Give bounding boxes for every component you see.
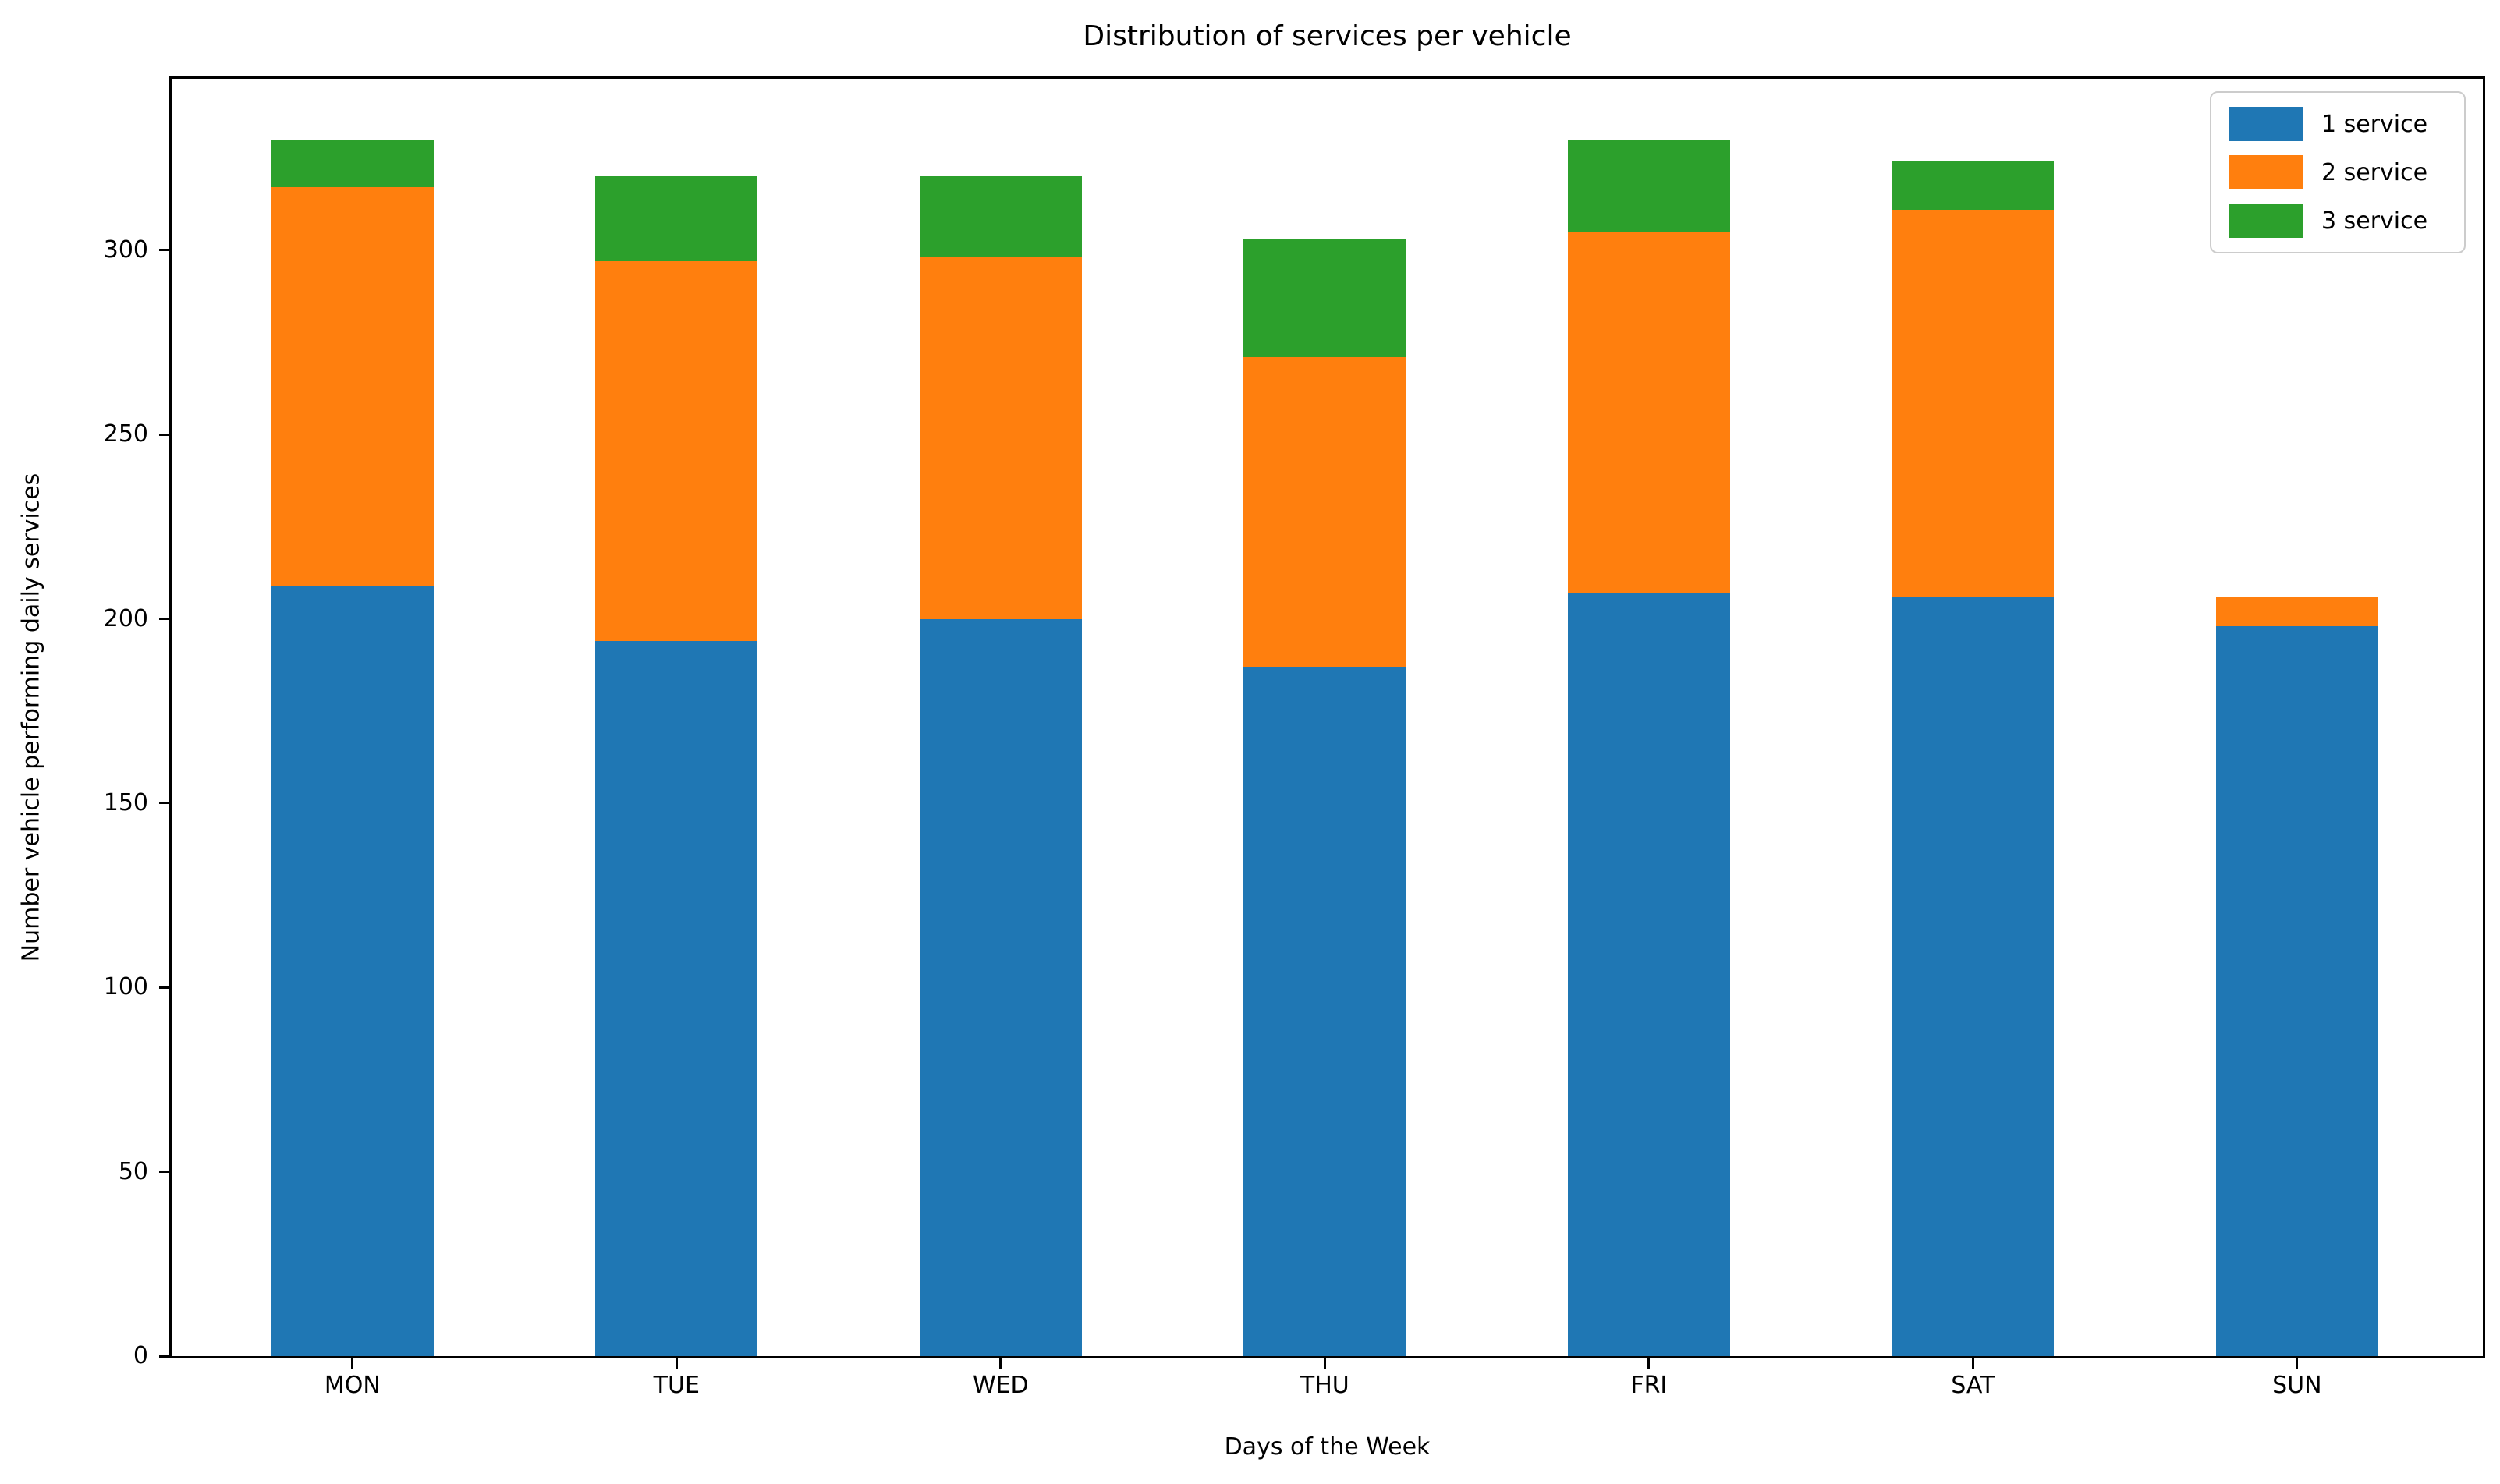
y-tick-label-300: 300 bbox=[103, 236, 148, 264]
x-tick-mark-wed bbox=[999, 1358, 1002, 1369]
y-tick-label-100: 100 bbox=[103, 973, 148, 1001]
bar-sat-2-service bbox=[1892, 209, 2055, 597]
x-tick-mark-tue bbox=[675, 1358, 678, 1369]
y-tick-mark-0 bbox=[159, 1355, 169, 1358]
bar-tue-3-service bbox=[595, 176, 758, 261]
bar-thu-3-service bbox=[1243, 239, 1406, 357]
legend-swatch-icon bbox=[2229, 204, 2303, 238]
x-tick-label-sun: SUN bbox=[2272, 1372, 2322, 1399]
y-tick-label-0: 0 bbox=[133, 1342, 148, 1369]
bar-thu-2-service bbox=[1243, 356, 1406, 667]
x-tick-label-mon: MON bbox=[324, 1372, 381, 1399]
y-tick-mark-50 bbox=[159, 1171, 169, 1174]
legend-label: 3 service bbox=[2321, 207, 2428, 235]
legend-row-3-service: 3 service bbox=[2229, 204, 2447, 238]
bar-tue-1-service bbox=[595, 640, 758, 1356]
x-tick-label-thu: THU bbox=[1300, 1372, 1349, 1399]
bar-fri-1-service bbox=[1567, 593, 1730, 1356]
x-tick-mark-fri bbox=[1647, 1358, 1651, 1369]
bar-thu-1-service bbox=[1243, 667, 1406, 1356]
bar-sun bbox=[2215, 597, 2378, 1356]
bar-sat bbox=[1892, 161, 2055, 1356]
x-tick-label-tue: TUE bbox=[653, 1372, 700, 1399]
bar-sat-1-service bbox=[1892, 597, 2055, 1356]
bar-mon bbox=[271, 140, 434, 1356]
bar-fri-2-service bbox=[1567, 232, 1730, 593]
bar-wed-3-service bbox=[919, 176, 1082, 258]
chart-title: Distribution of services per vehicle bbox=[1083, 20, 1572, 52]
bar-wed-2-service bbox=[919, 257, 1082, 619]
bar-sun-1-service bbox=[2215, 626, 2378, 1356]
x-tick-label-fri: FRI bbox=[1630, 1372, 1668, 1399]
legend-row-2-service: 2 service bbox=[2229, 155, 2447, 189]
y-tick-label-250: 250 bbox=[103, 420, 148, 448]
y-tick-mark-200 bbox=[159, 618, 169, 621]
y-tick-mark-300 bbox=[159, 249, 169, 252]
legend-swatch-icon bbox=[2229, 107, 2303, 141]
bar-wed-1-service bbox=[919, 618, 1082, 1356]
bar-tue bbox=[595, 176, 758, 1356]
bar-mon-2-service bbox=[271, 187, 434, 586]
legend: 1 service 2 service 3 service bbox=[2210, 91, 2466, 253]
legend-label: 1 service bbox=[2321, 110, 2428, 138]
y-tick-mark-150 bbox=[159, 802, 169, 805]
y-tick-mark-250 bbox=[159, 433, 169, 436]
legend-row-1-service: 1 service bbox=[2229, 107, 2447, 141]
bar-tue-2-service bbox=[595, 261, 758, 641]
bar-sat-3-service bbox=[1892, 161, 2055, 210]
bar-thu bbox=[1243, 239, 1406, 1356]
bar-wed bbox=[919, 176, 1082, 1356]
bar-mon-3-service bbox=[271, 140, 434, 188]
y-tick-label-150: 150 bbox=[103, 788, 148, 816]
x-tick-mark-mon bbox=[351, 1358, 354, 1369]
y-tick-mark-100 bbox=[159, 986, 169, 989]
legend-swatch-icon bbox=[2229, 155, 2303, 189]
plot-area: MON TUE WED THU FRI SAT SUN 0 50 100 150 200 250 300 bbox=[104, 76, 2485, 1399]
x-tick-mark-sat bbox=[1971, 1358, 1974, 1369]
bar-fri bbox=[1567, 140, 1730, 1356]
bar-mon-1-service bbox=[271, 586, 434, 1356]
x-axis-label: Days of the Week bbox=[1224, 1433, 1431, 1461]
x-tick-mark-sun bbox=[2296, 1358, 2299, 1369]
y-tick-label-50: 50 bbox=[118, 1157, 148, 1185]
bar-sun-2-service bbox=[2215, 597, 2378, 626]
bar-fri-3-service bbox=[1567, 140, 1730, 232]
x-tick-mark-thu bbox=[1323, 1358, 1326, 1369]
x-tick-label-sat: SAT bbox=[1951, 1372, 1995, 1399]
y-tick-label-200: 200 bbox=[103, 604, 148, 632]
y-axis-label: Number vehicle performing daily services bbox=[17, 473, 45, 962]
x-tick-label-wed: WED bbox=[972, 1372, 1029, 1399]
legend-label: 2 service bbox=[2321, 158, 2428, 186]
